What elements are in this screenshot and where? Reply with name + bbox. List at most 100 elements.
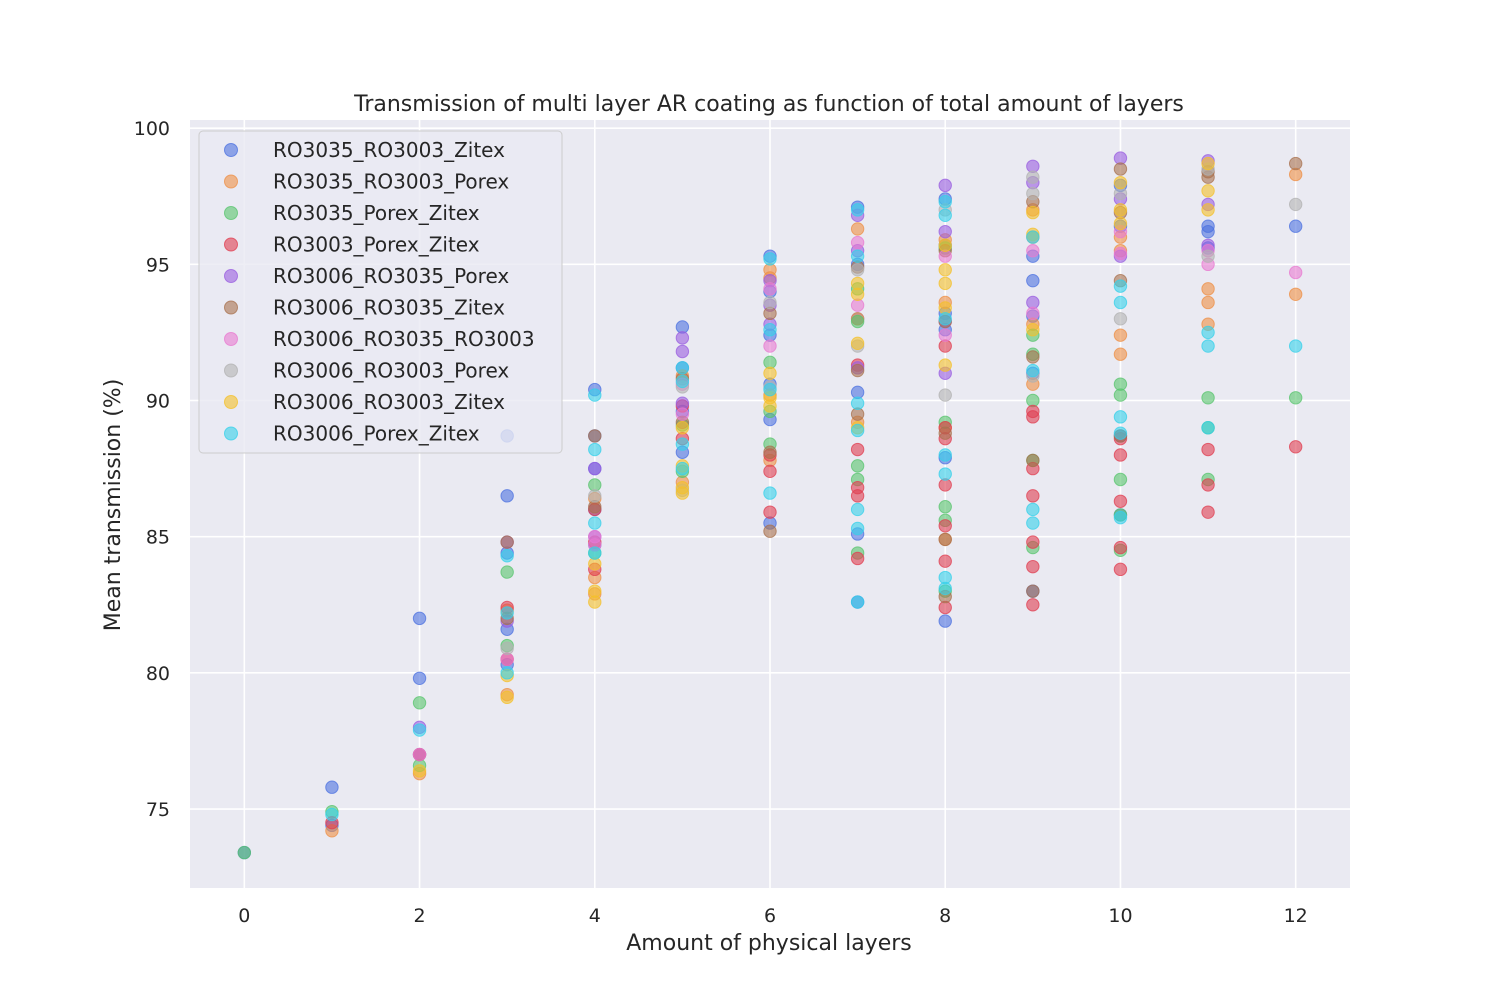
data-point-8-19 <box>938 276 952 291</box>
series-9 <box>325 195 1303 822</box>
legend-marker-9 <box>224 426 238 441</box>
data-point-3-11 <box>763 505 777 519</box>
data-point-6-18 <box>1288 265 1303 280</box>
data-point-9-19 <box>850 396 865 410</box>
data-point-7-9 <box>938 388 952 402</box>
data-point-1-32 <box>1288 287 1303 301</box>
data-point-6-6 <box>763 282 777 296</box>
data-point-8-10 <box>763 366 777 380</box>
data-point-2-29 <box>1113 388 1128 402</box>
data-point-3-13 <box>850 442 865 457</box>
x-tick-label-6: 12 <box>1284 905 1308 927</box>
data-point-9-13 <box>763 252 777 266</box>
legend-label-4: RO3006_RO3035_Porex <box>273 264 509 288</box>
data-point-9-7 <box>588 516 602 530</box>
data-point-2-14 <box>850 314 865 329</box>
data-point-8-15 <box>850 336 865 351</box>
data-point-5-7 <box>763 445 777 459</box>
data-point-3-22 <box>938 554 952 568</box>
y-tick-label-1: 80 <box>146 663 170 685</box>
data-point-2-4 <box>500 565 514 579</box>
data-point-8-27 <box>1113 216 1128 231</box>
data-point-6-11 <box>938 328 952 342</box>
x-tick-label-5: 10 <box>1108 905 1132 927</box>
data-point-3-32 <box>1113 448 1128 462</box>
legend-box <box>198 130 563 454</box>
data-point-3-39 <box>1288 440 1303 454</box>
data-point-3-27 <box>1026 489 1040 503</box>
data-point-8-6 <box>675 421 690 435</box>
data-point-6-5 <box>675 407 690 421</box>
data-point-9-12 <box>675 461 690 476</box>
data-point-3-21 <box>938 519 952 533</box>
x-tick-label-2: 4 <box>589 905 601 927</box>
x-axis-label: Amount of physical layers <box>626 931 911 956</box>
chart-title: Transmission of multi layer AR coating a… <box>353 92 1184 117</box>
legend-label-3: RO3003_Porex_Zitex <box>273 233 480 257</box>
data-point-9-26 <box>938 312 952 326</box>
data-point-0-3 <box>412 611 427 626</box>
data-point-3-16 <box>850 551 865 566</box>
data-point-7-6 <box>850 263 865 277</box>
legend-marker-4 <box>224 269 238 283</box>
legend-marker-1 <box>224 174 238 189</box>
y-tick-label-3: 90 <box>146 391 170 413</box>
legend-label-6: RO3006_RO3035_RO3003 <box>273 327 535 351</box>
data-point-9-5 <box>588 388 602 402</box>
data-point-0-48 <box>1201 224 1215 239</box>
legend-marker-2 <box>224 206 238 220</box>
data-point-9-23 <box>850 595 865 609</box>
data-point-3-38 <box>1201 505 1215 519</box>
data-point-7-0 <box>500 641 514 656</box>
data-point-9-30 <box>938 581 952 596</box>
data-point-6-8 <box>850 235 865 250</box>
data-point-7-10 <box>1026 170 1040 184</box>
legend-marker-8 <box>224 395 238 409</box>
data-point-8-2 <box>500 690 514 705</box>
data-point-0-37 <box>938 614 952 628</box>
data-point-5-19 <box>1026 453 1040 468</box>
data-point-7-4 <box>763 295 777 310</box>
data-point-3-28 <box>1026 535 1040 549</box>
data-point-9-40 <box>1201 325 1215 340</box>
data-point-9-20 <box>850 423 865 438</box>
legend-marker-3 <box>224 237 238 252</box>
data-point-7-16 <box>1201 249 1215 263</box>
data-point-8-28 <box>1201 156 1215 171</box>
data-point-8-30 <box>1201 203 1215 217</box>
legend-marker-5 <box>224 300 238 315</box>
data-point-7-14 <box>1113 312 1128 326</box>
y-tick-label-0: 75 <box>146 799 170 821</box>
data-point-9-41 <box>1201 339 1215 353</box>
data-point-2-36 <box>1288 391 1303 405</box>
data-point-5-14 <box>938 426 952 440</box>
data-point-9-0 <box>325 807 339 822</box>
data-point-0-39 <box>1026 273 1040 288</box>
data-point-8-18 <box>938 263 952 277</box>
data-point-0-50 <box>1288 219 1303 233</box>
data-point-9-4 <box>500 666 514 680</box>
data-point-8-22 <box>1026 205 1040 220</box>
data-point-9-32 <box>1026 363 1040 378</box>
x-tick-label-4: 8 <box>939 905 951 927</box>
data-point-9-24 <box>938 195 952 209</box>
data-point-0-1 <box>325 780 339 794</box>
data-point-4-15 <box>938 224 952 239</box>
data-point-3-25 <box>1026 410 1040 424</box>
y-axis-label: Mean transmission (%) <box>101 379 126 632</box>
data-point-7-17 <box>1288 197 1303 212</box>
data-point-3-37 <box>1201 478 1215 492</box>
data-point-6-15 <box>1113 246 1128 261</box>
legend-label-1: RO3035_RO3003_Porex <box>273 170 509 194</box>
data-point-5-10 <box>850 363 865 378</box>
data-point-9-22 <box>850 521 865 536</box>
data-point-1-29 <box>1201 295 1215 310</box>
x-tick-labels: 0 2 4 6 8 10 12 <box>238 905 1308 927</box>
data-point-9-11 <box>675 437 690 451</box>
data-point-6-0 <box>412 747 427 762</box>
data-point-2-30 <box>1113 472 1128 487</box>
data-point-3-33 <box>1113 494 1128 508</box>
data-point-9-39 <box>1113 510 1128 525</box>
series-6 <box>412 224 1303 762</box>
data-point-5-18 <box>1026 350 1040 364</box>
